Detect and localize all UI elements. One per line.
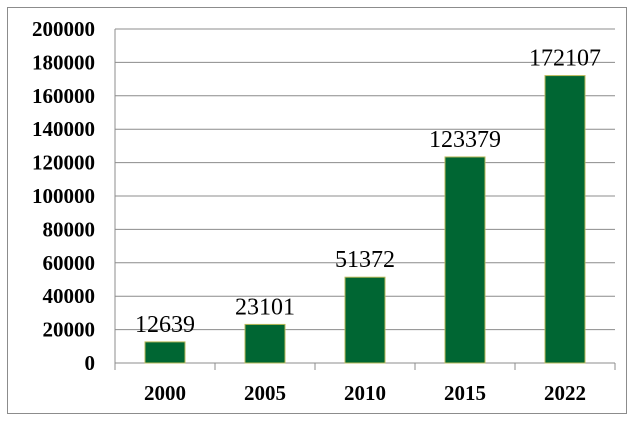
data-label: 12639 bbox=[135, 312, 195, 338]
y-tick-label: 40000 bbox=[43, 284, 96, 308]
y-tick-label: 80000 bbox=[43, 217, 96, 241]
y-tick-label: 180000 bbox=[32, 50, 95, 74]
x-tick-label: 2000 bbox=[144, 381, 186, 405]
y-tick-label: 20000 bbox=[43, 318, 96, 342]
bar-2000 bbox=[144, 341, 186, 364]
x-tick-label: 2010 bbox=[344, 381, 386, 405]
x-tick-label: 2022 bbox=[544, 381, 586, 405]
bar-2022 bbox=[544, 75, 586, 364]
x-tick-label: 2005 bbox=[244, 381, 286, 405]
data-label: 123379 bbox=[429, 127, 501, 153]
bar-2015 bbox=[444, 156, 486, 364]
y-tick-label: 100000 bbox=[32, 184, 95, 208]
y-tick-label: 120000 bbox=[32, 151, 95, 175]
bar-2010 bbox=[344, 276, 386, 364]
data-label: 172107 bbox=[529, 46, 601, 72]
data-label: 51372 bbox=[335, 247, 395, 273]
y-tick-label: 60000 bbox=[43, 251, 96, 275]
y-tick-label: 140000 bbox=[32, 117, 95, 141]
y-tick-label: 200000 bbox=[32, 17, 95, 41]
bar-2005 bbox=[244, 323, 286, 364]
data-label: 23101 bbox=[235, 294, 295, 320]
y-tick-label: 0 bbox=[85, 351, 96, 375]
y-tick-label: 160000 bbox=[32, 84, 95, 108]
chart-frame bbox=[7, 7, 627, 414]
x-tick-label: 2015 bbox=[444, 381, 486, 405]
